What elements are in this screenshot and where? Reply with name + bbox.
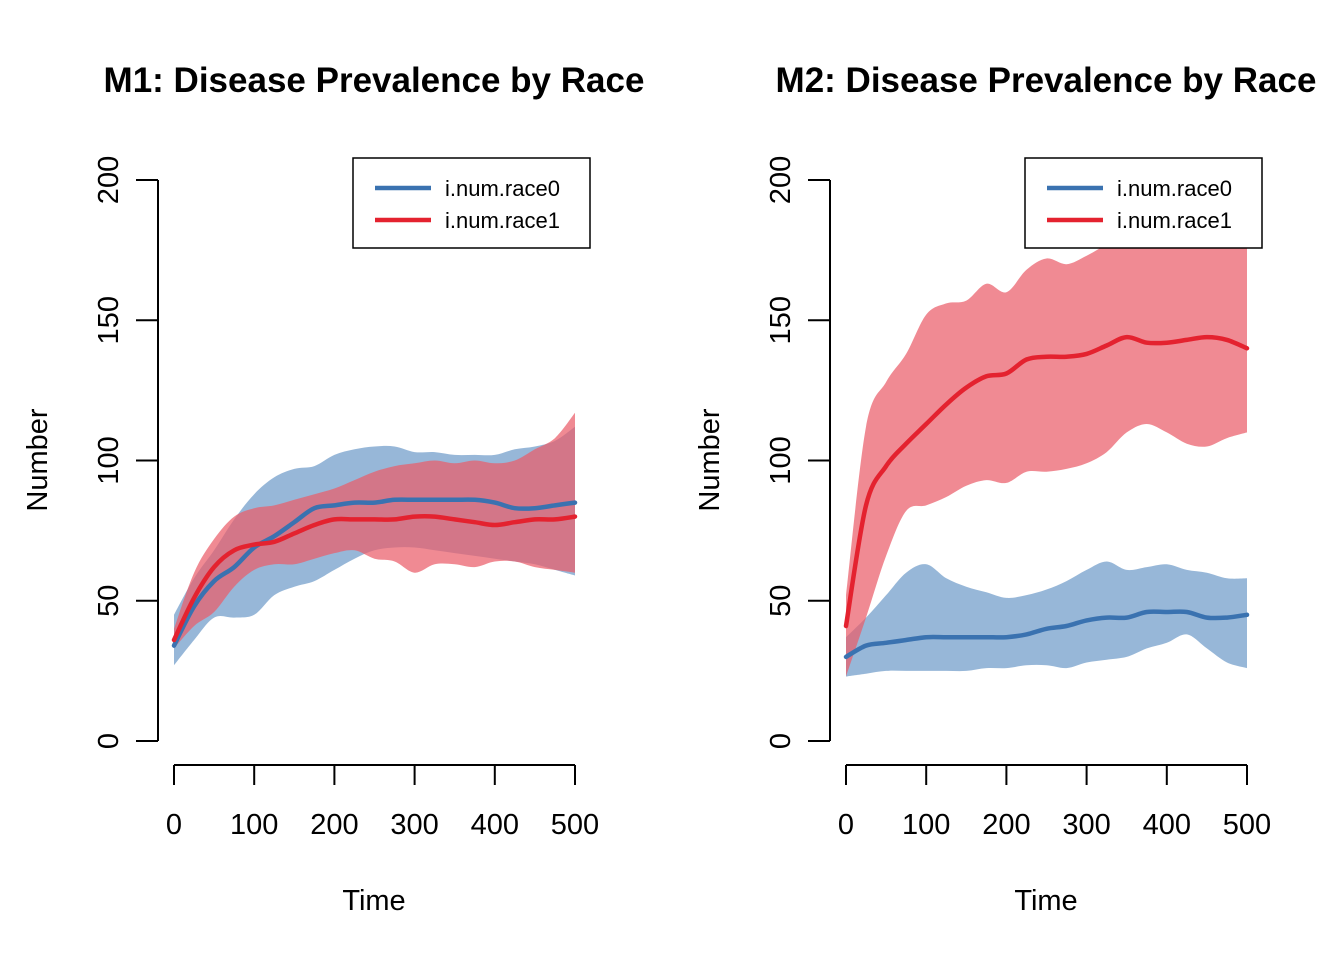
y-axis-label: Number [22, 408, 54, 511]
legend: i.num.race0 i.num.race1 [1024, 157, 1263, 249]
y-axis-label: Number [694, 408, 726, 511]
y-tick-label: 200 [93, 156, 125, 204]
chart-panel-m2: M2: Disease Prevalence by Race Number Ti… [694, 61, 1316, 917]
series-line-i.num.race0 [171, 497, 578, 648]
y-tick-label: 150 [765, 296, 797, 344]
x-tick-label: 100 [230, 809, 278, 841]
x-tick-label: 300 [390, 809, 438, 841]
series-line-i.num.race1 [843, 334, 1250, 629]
series-line-i.num.race1 [171, 513, 578, 643]
y-tick-label: 100 [765, 436, 797, 484]
series-line-i.num.race0 [843, 609, 1250, 660]
x-axis: 0 100 200 300 400 500 [838, 764, 1271, 841]
y-tick-label: 50 [765, 585, 797, 617]
legend-label: i.num.race1 [1117, 208, 1232, 233]
x-axis-label: Time [342, 885, 405, 917]
confidence-bands [174, 412, 575, 666]
y-tick-label: 200 [765, 156, 797, 204]
y-tick-label: 100 [93, 436, 125, 484]
x-tick-label: 300 [1062, 809, 1110, 841]
x-axis-label: Time [1014, 885, 1077, 917]
x-tick-label: 400 [471, 809, 519, 841]
confidence-bands [846, 199, 1247, 677]
y-axis: 0 50 100 150 200 [765, 156, 831, 749]
band-i.num.race1 [846, 199, 1247, 677]
y-tick-label: 50 [93, 585, 125, 617]
x-tick-label: 0 [838, 809, 854, 841]
band-i.num.race0 [846, 561, 1247, 677]
y-tick-label: 150 [93, 296, 125, 344]
x-axis: 0 100 200 300 400 500 [166, 764, 599, 841]
legend-label: i.num.race1 [445, 208, 560, 233]
x-tick-label: 500 [1223, 809, 1271, 841]
y-axis: 0 50 100 150 200 [93, 156, 159, 749]
y-tick-label: 0 [93, 733, 125, 749]
mean-lines [171, 497, 578, 648]
legend-label: i.num.race0 [445, 176, 560, 201]
legend-label: i.num.race0 [1117, 176, 1232, 201]
band-i.num.race1 [174, 412, 575, 649]
x-tick-label: 400 [1143, 809, 1191, 841]
legend-box [352, 157, 591, 249]
legend: i.num.race0 i.num.race1 [352, 157, 591, 249]
legend-box [1024, 157, 1263, 249]
x-tick-label: 0 [166, 809, 182, 841]
x-tick-label: 100 [902, 809, 950, 841]
x-tick-label: 200 [310, 809, 358, 841]
x-tick-label: 500 [551, 809, 599, 841]
x-tick-label: 200 [982, 809, 1030, 841]
mean-lines [843, 334, 1250, 660]
chart-title: M2: Disease Prevalence by Race [776, 61, 1317, 100]
chart-panel-m1: M1: Disease Prevalence by Race Number Ti… [22, 61, 644, 917]
chart-title: M1: Disease Prevalence by Race [104, 61, 645, 100]
y-tick-label: 0 [765, 733, 797, 749]
